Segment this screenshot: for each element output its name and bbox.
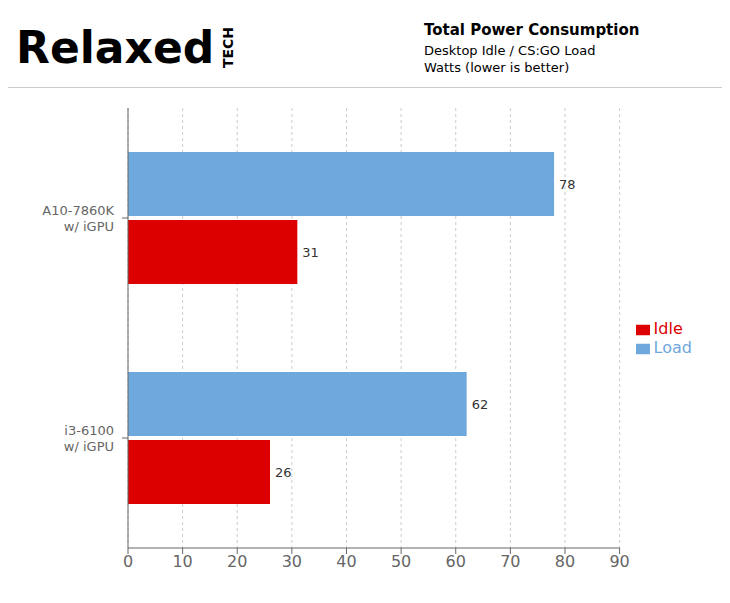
html-text:Watts (lower is better): Watts (lower is better) bbox=[424, 59, 570, 75]
svg-text:60: 60 bbox=[446, 552, 466, 571]
svg-text:70: 70 bbox=[500, 552, 520, 571]
svg-text:62: 62 bbox=[472, 397, 489, 412]
svg-text:A10-7860Kw/ iGPU: A10-7860Kw/ iGPU bbox=[42, 203, 114, 234]
svg-text:90: 90 bbox=[609, 552, 629, 571]
html-text:Total Power Consumption: Total Power Consumption bbox=[424, 20, 640, 39]
svg-text:i3-6100w/ iGPU: i3-6100w/ iGPU bbox=[64, 423, 114, 454]
svg-text:10: 10 bbox=[172, 552, 192, 571]
svg-text:30: 30 bbox=[282, 552, 302, 571]
svg-text:78: 78 bbox=[559, 177, 576, 192]
html-text:Idle: Idle bbox=[653, 319, 683, 338]
html-text:TECH: TECH bbox=[220, 26, 237, 68]
svg-text:80: 80 bbox=[555, 552, 575, 571]
svg-text:50: 50 bbox=[391, 552, 411, 571]
svg-text:0: 0 bbox=[123, 552, 133, 571]
html-text:Relaxed: Relaxed bbox=[16, 22, 215, 73]
svg-text:31: 31 bbox=[302, 245, 319, 260]
html-text:Load: Load bbox=[653, 338, 692, 357]
svg-text:40: 40 bbox=[336, 552, 356, 571]
svg-text:20: 20 bbox=[227, 552, 247, 571]
html-text:Desktop Idle / CS:GO Load: Desktop Idle / CS:GO Load bbox=[424, 42, 596, 58]
svg-text:26: 26 bbox=[275, 465, 292, 480]
